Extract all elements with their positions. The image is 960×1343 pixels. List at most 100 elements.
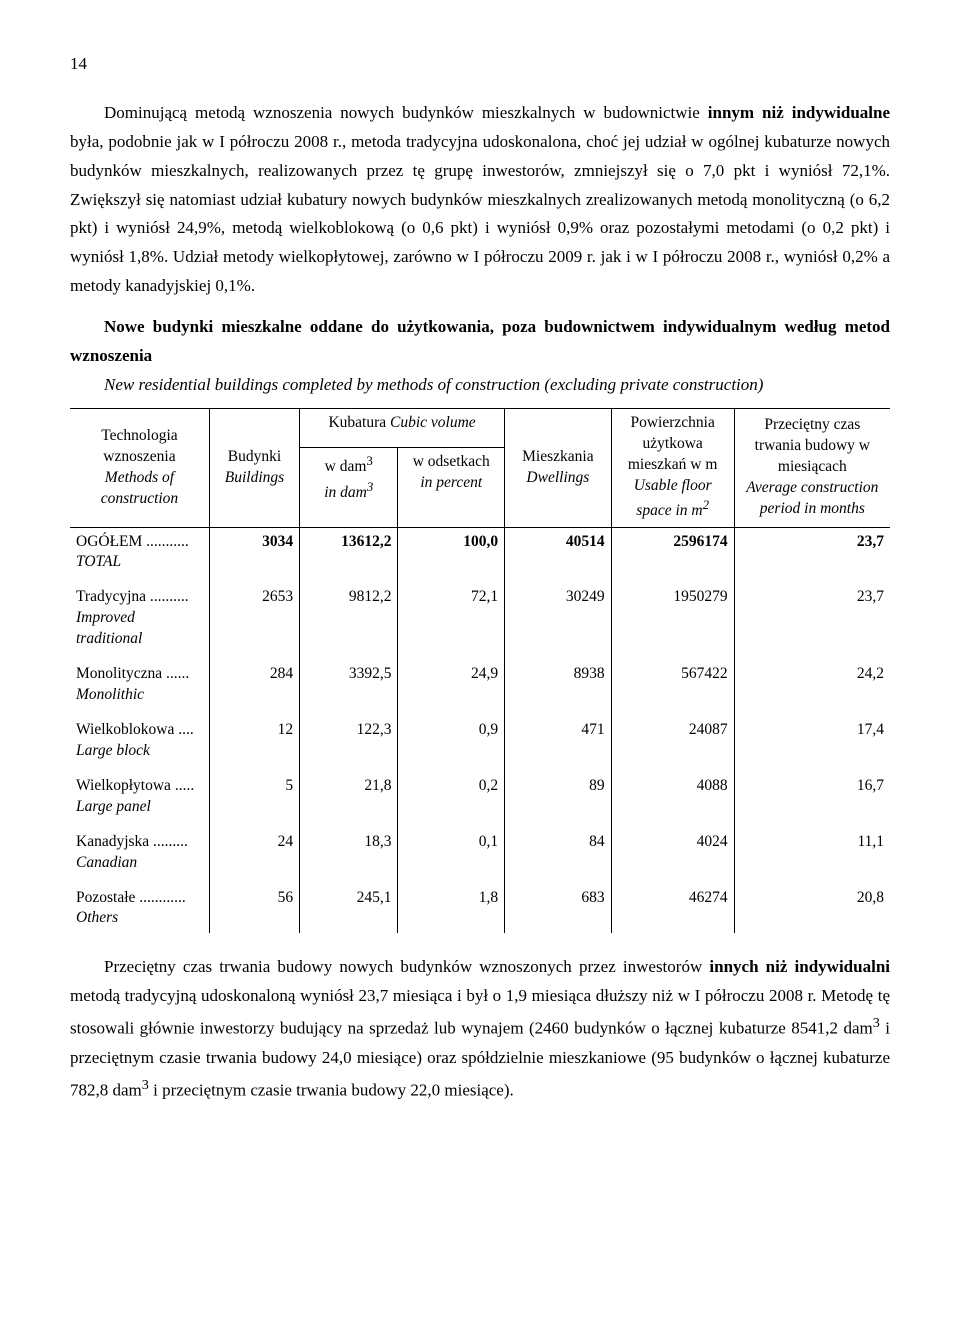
row-label: Kanadyjska .........Canadian <box>70 822 209 878</box>
head-technology: Technologia wznoszenia Methods of constr… <box>70 408 209 527</box>
sup3a: 3 <box>366 453 372 468</box>
cell: 0,9 <box>398 710 505 766</box>
head-pow-pl: Powierzchnia użytkowa mieszkań w m <box>618 413 728 476</box>
cell: 89 <box>505 766 612 822</box>
head-bud-pl: Budynki <box>216 447 293 468</box>
cell: 4024 <box>611 822 734 878</box>
cell: 20,8 <box>734 878 890 934</box>
head-dw-pl: Mieszkania <box>511 447 605 468</box>
row-label: Wielkopłytowa .....Large panel <box>70 766 209 822</box>
table-row: Kanadyjska .........Canadian2418,30,1844… <box>70 822 890 878</box>
para2-bold: innych niż indywidualni <box>709 957 890 976</box>
cell: 2596174 <box>611 527 734 577</box>
head-buildings: Budynki Buildings <box>209 408 299 527</box>
head-time-en: Average construction period in months <box>741 478 884 520</box>
cell: 24,2 <box>734 654 890 710</box>
cell: 100,0 <box>398 527 505 577</box>
cell: 21,8 <box>300 766 398 822</box>
head-tech-en: Methods of construction <box>76 468 203 510</box>
sup3b: 3 <box>367 479 373 494</box>
cell: 13612,2 <box>300 527 398 577</box>
head-pow-pl-text: Powierzchnia użytkowa mieszkań w m <box>628 414 718 473</box>
table-row: Tradycyjna ..........Improved traditiona… <box>70 577 890 654</box>
cell: 23,7 <box>734 577 890 654</box>
table-row: OGÓŁEM ...........TOTAL303413612,2100,04… <box>70 527 890 577</box>
cell: 1950279 <box>611 577 734 654</box>
para1-text-a: Dominującą metodą wznoszenia nowych budy… <box>104 103 708 122</box>
head-dam-en-text: in dam <box>324 484 367 501</box>
cell: 245,1 <box>300 878 398 934</box>
methods-table: Technologia wznoszenia Methods of constr… <box>70 408 890 934</box>
cell: 0,1 <box>398 822 505 878</box>
row-label: Tradycyjna ..........Improved traditiona… <box>70 577 209 654</box>
cell: 17,4 <box>734 710 890 766</box>
cell: 11,1 <box>734 822 890 878</box>
cell: 72,1 <box>398 577 505 654</box>
para2-a: Przeciętny czas trwania budowy nowych bu… <box>104 957 709 976</box>
table-row: Wielkopłytowa .....Large panel521,80,289… <box>70 766 890 822</box>
row-label: Monolityczna ......Monolithic <box>70 654 209 710</box>
cell: 0,2 <box>398 766 505 822</box>
cell: 12 <box>209 710 299 766</box>
head-cubic-group: Kubatura Cubic volume <box>300 408 505 447</box>
cell: 56 <box>209 878 299 934</box>
head-dam3: w dam3 in dam3 <box>300 447 398 527</box>
table-title-en: New residential buildings completed by m… <box>70 371 890 400</box>
table-title-pl-text: Nowe budynki mieszkalne oddane do użytko… <box>70 317 890 365</box>
cell: 24,9 <box>398 654 505 710</box>
cell: 18,3 <box>300 822 398 878</box>
cell: 1,8 <box>398 878 505 934</box>
head-pow-en-text: Usable floor space in m <box>634 477 712 520</box>
sup3-p1: 3 <box>873 1015 880 1031</box>
cell: 3034 <box>209 527 299 577</box>
cell: 16,7 <box>734 766 890 822</box>
sup3-p2: 3 <box>142 1077 149 1093</box>
head-dam-pl-text: w dam <box>325 458 367 475</box>
cell: 24 <box>209 822 299 878</box>
head-floor-space: Powierzchnia użytkowa mieszkań w m Usabl… <box>611 408 734 527</box>
cell: 284 <box>209 654 299 710</box>
head-dam-pl: w dam3 <box>325 458 373 475</box>
table-row: Monolityczna ......Monolithic2843392,524… <box>70 654 890 710</box>
cell: 9812,2 <box>300 577 398 654</box>
row-label: Wielkoblokowa ....Large block <box>70 710 209 766</box>
head-pct-en: in percent <box>420 474 482 491</box>
cell: 40514 <box>505 527 612 577</box>
head-pct-pl: w odsetkach <box>413 453 490 470</box>
table-row: Wielkoblokowa ....Large block12122,30,94… <box>70 710 890 766</box>
cell: 567422 <box>611 654 734 710</box>
head-bud-en: Buildings <box>216 468 293 489</box>
head-pow-en: Usable floor space in m2 <box>618 476 728 523</box>
row-label: OGÓŁEM ...........TOTAL <box>70 527 209 577</box>
cell: 122,3 <box>300 710 398 766</box>
cell: 46274 <box>611 878 734 934</box>
cell: 683 <box>505 878 612 934</box>
paragraph-2: Przeciętny czas trwania budowy nowych bu… <box>70 953 890 1105</box>
cell: 5 <box>209 766 299 822</box>
table-title-pl: Nowe budynki mieszkalne oddane do użytko… <box>70 313 890 371</box>
cell: 30249 <box>505 577 612 654</box>
cell: 4088 <box>611 766 734 822</box>
cell: 23,7 <box>734 527 890 577</box>
cell: 24087 <box>611 710 734 766</box>
head-cubic-pl: Kubatura <box>328 414 390 431</box>
row-label: Pozostałe ............Others <box>70 878 209 934</box>
para1-bold: innym niż indywidualne <box>708 103 890 122</box>
head-time-pl: Przeciętny czas trwania budowy w miesiąc… <box>741 415 884 478</box>
cell: 471 <box>505 710 612 766</box>
head-dw-en: Dwellings <box>511 468 605 489</box>
sup2: 2 <box>703 497 709 512</box>
head-dam-en: in dam3 <box>324 484 373 501</box>
head-percent: w odsetkach in percent <box>398 447 505 527</box>
cell: 3392,5 <box>300 654 398 710</box>
head-tech-pl: Technologia wznoszenia <box>76 426 203 468</box>
head-period: Przeciętny czas trwania budowy w miesiąc… <box>734 408 890 527</box>
paragraph-1: Dominującą metodą wznoszenia nowych budy… <box>70 99 890 301</box>
head-cubic-en: Cubic volume <box>390 414 476 431</box>
head-dwellings: Mieszkania Dwellings <box>505 408 612 527</box>
para2-c: metodą tradycyjną udoskonaloną wyniósł 2… <box>70 986 890 1038</box>
para1-text-c: była, podobnie jak w I półroczu 2008 r.,… <box>70 132 890 295</box>
table-row: Pozostałe ............Others56245,11,868… <box>70 878 890 934</box>
page-number: 14 <box>70 50 890 79</box>
cell: 2653 <box>209 577 299 654</box>
